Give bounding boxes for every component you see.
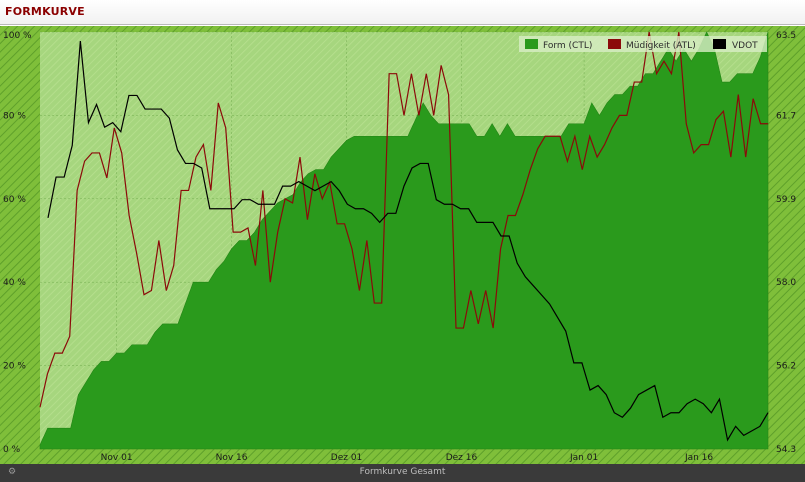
legend-label-vdot: VDOT bbox=[732, 41, 758, 51]
footer-bar: ⚙ Formkurve Gesamt bbox=[0, 464, 805, 482]
y-axis-right: 54.3 56.2 58.0 59.9 61.7 63.5 bbox=[776, 31, 796, 455]
y-left-tick-label: 0 % bbox=[3, 445, 21, 455]
legend-label-ctl: Form (CTL) bbox=[543, 41, 592, 51]
footer-title: Formkurve Gesamt bbox=[359, 467, 446, 477]
y-right-tick-label: 59.9 bbox=[776, 195, 796, 205]
legend-label-atl: Müdigkeit (ATL) bbox=[626, 41, 696, 51]
x-axis: Nov 01 Nov 16 Dez 01 Dez 16 Jan 01 Jan 16 bbox=[101, 453, 714, 463]
x-tick-label: Dez 01 bbox=[331, 453, 363, 463]
vdot-line bbox=[47, 41, 769, 442]
y-right-tick-label: 58.0 bbox=[776, 278, 796, 288]
gear-icon[interactable]: ⚙ bbox=[8, 467, 17, 477]
y-right-tick-label: 63.5 bbox=[776, 31, 796, 41]
y-left-tick-label: 60 % bbox=[3, 195, 26, 205]
x-tick-label: Jan 16 bbox=[684, 453, 713, 463]
ctl-area bbox=[39, 31, 769, 450]
x-tick-label: Dez 16 bbox=[446, 453, 478, 463]
legend-swatch-atl bbox=[608, 39, 621, 49]
page-title: FORMKURVE bbox=[5, 5, 85, 18]
y-right-tick-label: 56.2 bbox=[776, 362, 796, 372]
legend-background bbox=[519, 36, 767, 52]
y-left-tick-label: 20 % bbox=[3, 362, 26, 372]
chart: 0 % 20 % 40 % 60 % 80 % 100 % 54.3 56.2 58.0 59.… bbox=[0, 26, 805, 464]
legend-swatch-ctl bbox=[525, 39, 538, 49]
y-left-tick-label: 80 % bbox=[3, 111, 26, 121]
x-tick-label: Jan 01 bbox=[569, 453, 598, 463]
legend: Form (CTL) Müdigkeit (ATL) VDOT bbox=[519, 36, 767, 52]
header-bar: FORMKURVE bbox=[0, 0, 805, 25]
x-tick-label: Nov 01 bbox=[101, 453, 133, 463]
y-axis-left: 0 % 20 % 40 % 60 % 80 % 100 % bbox=[3, 31, 32, 455]
y-right-tick-label: 61.7 bbox=[776, 111, 796, 121]
x-tick-label: Nov 16 bbox=[216, 453, 248, 463]
y-left-tick-label: 100 % bbox=[3, 31, 32, 41]
y-right-tick-label: 54.3 bbox=[776, 445, 796, 455]
y-left-tick-label: 40 % bbox=[3, 278, 26, 288]
legend-swatch-vdot bbox=[713, 39, 726, 49]
